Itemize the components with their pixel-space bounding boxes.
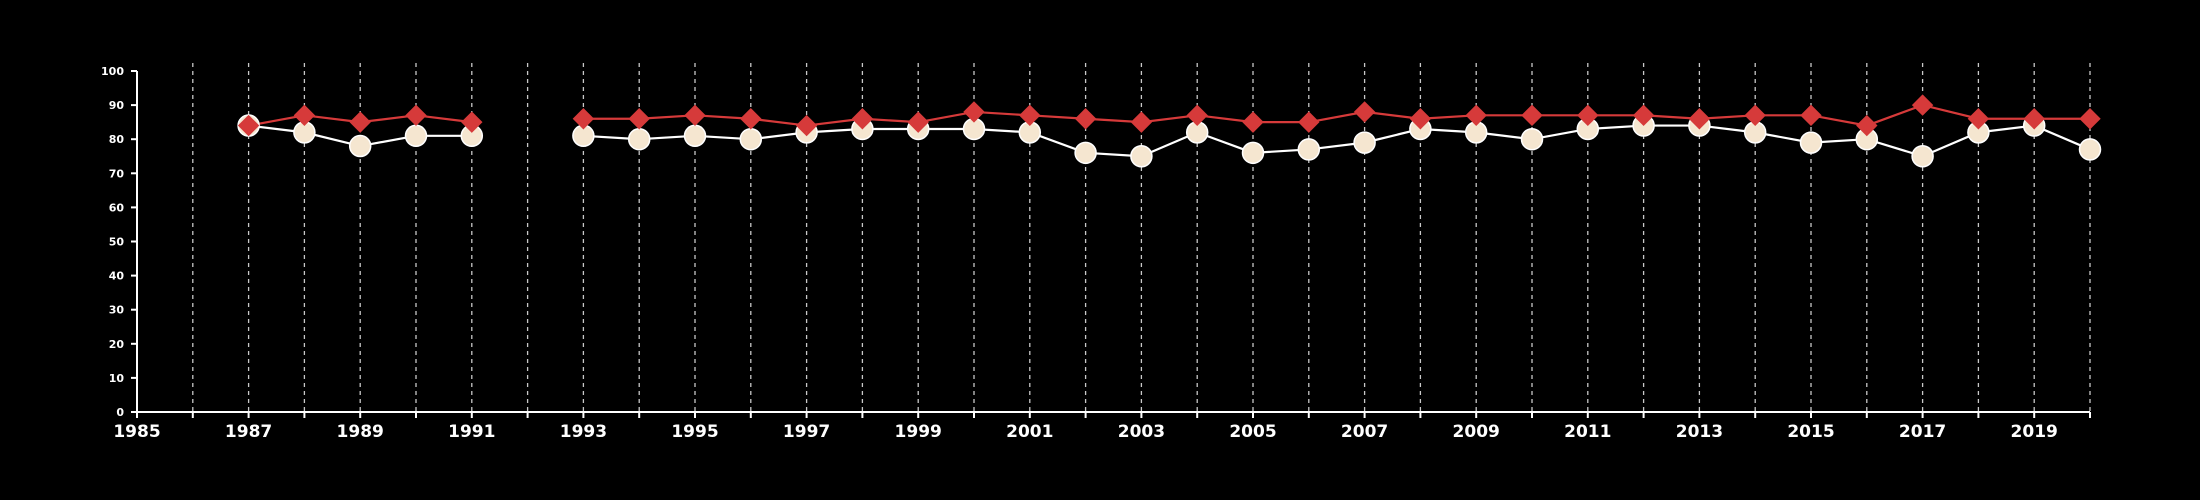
y-tick-label: 90	[109, 99, 125, 112]
series-0-point	[1520, 127, 1544, 151]
axes	[131, 70, 2091, 418]
series-0-point	[1130, 145, 1153, 168]
series-0-point	[627, 127, 651, 151]
x-tick-label: 1985	[113, 422, 160, 442]
series-1-point	[1632, 104, 1655, 127]
series-1-point	[1242, 111, 1264, 133]
series-1-point	[1800, 104, 1822, 127]
tick-labels: 0 10 20 30 40 50 60 70 80 90 100 1985 1987 1989 1991 19…	[101, 65, 2058, 442]
x-tick-label: 2011	[1564, 422, 1611, 442]
x-tick-label: 2005	[1229, 422, 1276, 442]
y-tick-label: 20	[109, 338, 125, 351]
x-tick-label: 2001	[1006, 422, 1053, 442]
y-tick-label: 40	[109, 270, 125, 283]
series-0-point	[1911, 145, 1934, 168]
x-tick-label: 1995	[671, 422, 718, 442]
series-0-point	[739, 127, 763, 151]
data-series	[237, 94, 2102, 168]
y-tick-label: 60	[109, 201, 125, 214]
series-1-point	[1353, 101, 1376, 123]
series-1-point	[740, 108, 762, 130]
x-tick-label: 1999	[895, 422, 942, 442]
y-tick-label: 80	[109, 133, 125, 146]
x-tick-label: 2013	[1676, 422, 1723, 442]
y-tick-label: 100	[101, 65, 124, 78]
series-1-point	[349, 111, 371, 133]
series-1-point	[684, 104, 706, 127]
series-1-point	[293, 104, 316, 127]
series-1-point	[1409, 108, 1432, 130]
series-1-point	[1074, 108, 1097, 130]
x-tick-label: 2009	[1453, 422, 1500, 442]
series-1-point	[907, 111, 929, 133]
series-0-point	[348, 134, 372, 158]
series-0-line	[583, 124, 2091, 158]
x-tick-label: 2007	[1341, 422, 1388, 442]
series-1-point	[1521, 104, 1543, 127]
series-0-point	[1297, 138, 1321, 161]
series-1-point	[237, 114, 260, 137]
series-1-point	[1967, 108, 1990, 130]
y-tick-label: 30	[109, 304, 125, 317]
y-tick-label: 0	[116, 406, 124, 419]
x-tick-label: 1991	[448, 422, 495, 442]
series-1-point	[963, 101, 985, 123]
series-0-point	[1353, 131, 1376, 154]
series-1-point	[1688, 108, 1711, 130]
x-tick-label: 2019	[2011, 422, 2058, 442]
series-1-point	[1744, 104, 1766, 127]
series-1-point	[1856, 114, 1878, 137]
series-1-point	[461, 111, 483, 133]
series-1-point	[1298, 111, 1320, 133]
series-1-point	[795, 114, 818, 137]
series-1-point	[1019, 104, 1041, 127]
series-0-point	[1799, 131, 1823, 154]
series-1-line	[583, 103, 2090, 127]
x-tick-label: 1989	[337, 422, 384, 442]
series-1-point	[851, 108, 874, 130]
x-tick-label: 2017	[1899, 422, 1946, 442]
x-tick-label: 1987	[225, 422, 272, 442]
series-0-point	[683, 124, 707, 148]
series-0-point	[1074, 141, 1097, 165]
y-tick-label: 10	[109, 372, 125, 385]
x-tick-label: 2015	[1787, 422, 1834, 442]
series-1-point	[405, 104, 427, 127]
series-0-point	[404, 124, 428, 148]
series-0-point	[1241, 141, 1265, 165]
series-1-point	[1911, 94, 1934, 116]
series-1-point	[1465, 104, 1487, 127]
series-1-point	[2023, 108, 2045, 130]
x-tick-label: 1993	[560, 422, 607, 442]
x-tick-label: 1997	[783, 422, 830, 442]
y-tick-label: 50	[109, 236, 125, 249]
series-1-point	[572, 108, 595, 130]
series-1-point	[1577, 104, 1599, 127]
series-1-point	[1186, 104, 1208, 127]
x-tick-label: 2003	[1118, 422, 1165, 442]
series-1-point	[628, 108, 650, 130]
series-1-point	[1130, 111, 1153, 133]
series-1-point	[2079, 108, 2101, 130]
y-tick-label: 70	[109, 167, 125, 180]
series-0-point	[2078, 138, 2102, 161]
